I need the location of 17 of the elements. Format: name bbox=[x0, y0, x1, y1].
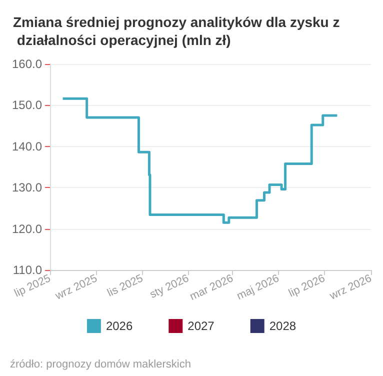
y-tick-label: 130.0 bbox=[12, 180, 42, 195]
y-tick-label: 160.0 bbox=[12, 57, 42, 71]
x-tick-label: maj 2026 bbox=[235, 272, 282, 303]
x-tick-label: lis 2025 bbox=[106, 272, 146, 300]
text: źródło: prognozy domów maklerskich bbox=[10, 358, 191, 370]
y-tick-label: 150.0 bbox=[12, 98, 42, 112]
x-tick-label: wrz 2025 bbox=[52, 272, 100, 303]
legend-label: 2026 bbox=[106, 319, 133, 333]
chart-title: Zmiana średniej prognozy analityków dla zysku z działalności operacyjnej (mln zł) bbox=[13, 14, 340, 48]
x-tick-label: mar 2026 bbox=[188, 272, 236, 304]
legend-label: 2028 bbox=[269, 319, 296, 333]
y-tick-label: 140.0 bbox=[12, 139, 42, 154]
y-tick-label: 120.0 bbox=[12, 222, 42, 236]
x-tick-label: sty 2026 bbox=[148, 272, 191, 302]
x-tick-label: wrz 2026 bbox=[327, 272, 374, 303]
legend-label: 2027 bbox=[188, 319, 215, 333]
x-tick-label: lip 2026 bbox=[286, 272, 327, 300]
